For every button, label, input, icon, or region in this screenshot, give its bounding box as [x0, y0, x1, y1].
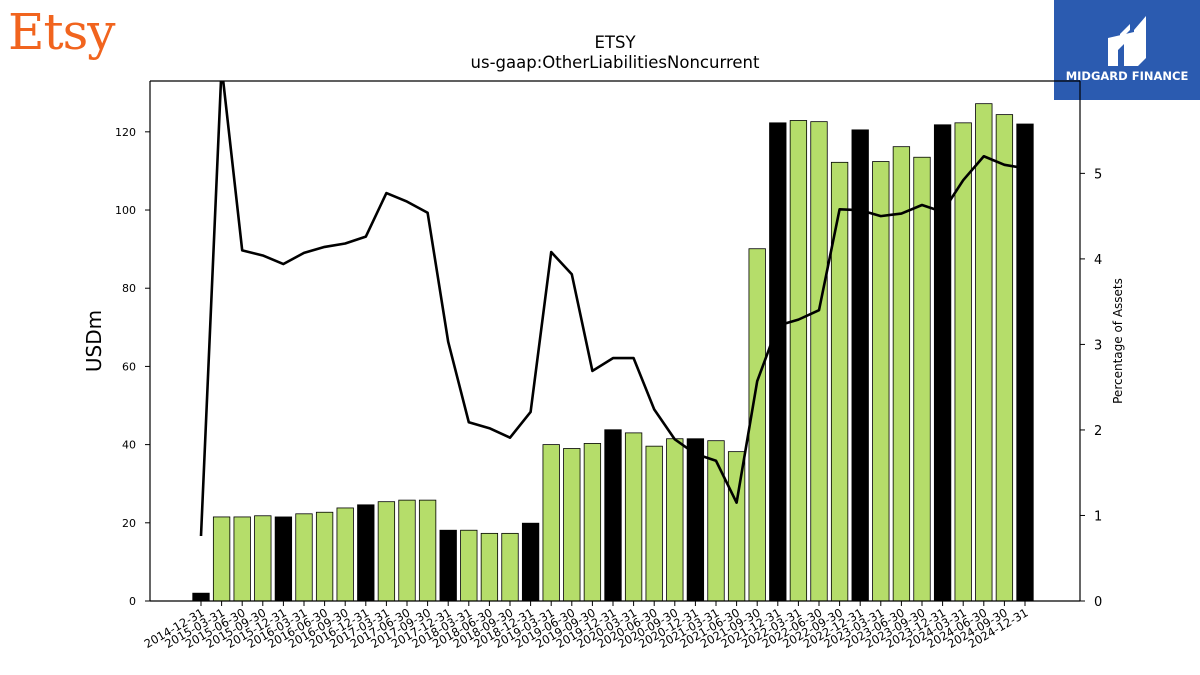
y-axis-label: USDm [82, 310, 106, 372]
bar [521, 522, 540, 602]
bar [954, 122, 972, 602]
bar [563, 448, 581, 602]
bar [295, 513, 313, 602]
bar [460, 529, 478, 602]
bar [398, 499, 416, 602]
bar [975, 103, 993, 602]
y2-tick-label: 1 [1094, 509, 1102, 524]
chart-subtitle: us-gaap:OtherLiabilitiesNoncurrent [471, 53, 760, 72]
bar [583, 443, 602, 602]
bar [851, 129, 869, 602]
bar [789, 120, 808, 602]
bar [872, 161, 890, 602]
bar [439, 529, 457, 602]
x-axis-ticks: 2014-12-312015-03-312015-06-302015-09-30… [142, 601, 1031, 651]
y2-tick-label: 3 [1094, 338, 1102, 353]
right-axis-ticks: 0 1 2 3 4 5 [1080, 167, 1102, 610]
y-tick-label: 100 [115, 204, 136, 217]
bar [212, 516, 231, 602]
bar [336, 507, 354, 602]
y2-tick-label: 5 [1094, 167, 1102, 182]
midgard-logo-icon [1108, 16, 1146, 66]
percentage-line-series [199, 81, 1026, 537]
bar [377, 501, 396, 602]
bar [748, 248, 766, 602]
bar [995, 114, 1014, 602]
midgard-finance-label: MIDGARD FINANCE [1065, 69, 1189, 83]
bar [707, 440, 725, 602]
bar [542, 444, 560, 602]
bar-series [192, 103, 1034, 602]
bar [501, 532, 519, 602]
bar [1016, 123, 1034, 602]
bar [769, 122, 787, 602]
y-tick-label: 20 [122, 517, 136, 530]
bar [604, 429, 622, 602]
y-tick-label: 0 [129, 595, 136, 608]
etsy-logo: Etsy [8, 3, 115, 61]
y2-tick-label: 2 [1094, 424, 1102, 439]
midgard-finance-logo: MIDGARD FINANCE [1054, 0, 1200, 100]
bar [645, 445, 663, 602]
bar [686, 438, 705, 602]
bar [357, 504, 375, 602]
y-tick-label: 120 [115, 126, 136, 139]
bar [274, 516, 293, 602]
bar [254, 515, 272, 602]
left-axis-ticks: 0 20 40 60 80 100 120 [115, 126, 150, 608]
y-tick-label: 40 [122, 439, 136, 452]
y-tick-label: 80 [122, 282, 136, 295]
bar [418, 499, 437, 602]
y2-axis-label: Percentage of Assets [1111, 278, 1125, 404]
percentage-line [199, 81, 1026, 537]
bar [810, 121, 828, 602]
bar [192, 592, 210, 602]
bar [480, 532, 499, 602]
y2-tick-label: 0 [1094, 595, 1102, 610]
chart-title: ETSY [594, 33, 636, 52]
bar [913, 156, 931, 602]
bar [315, 511, 334, 602]
y2-tick-label: 4 [1094, 253, 1102, 268]
plot-frame [149, 80, 1081, 602]
bar [830, 161, 849, 602]
bar [933, 124, 952, 602]
bar [666, 438, 684, 602]
y-tick-label: 60 [122, 360, 136, 373]
bar [624, 432, 643, 602]
bar [233, 516, 251, 602]
